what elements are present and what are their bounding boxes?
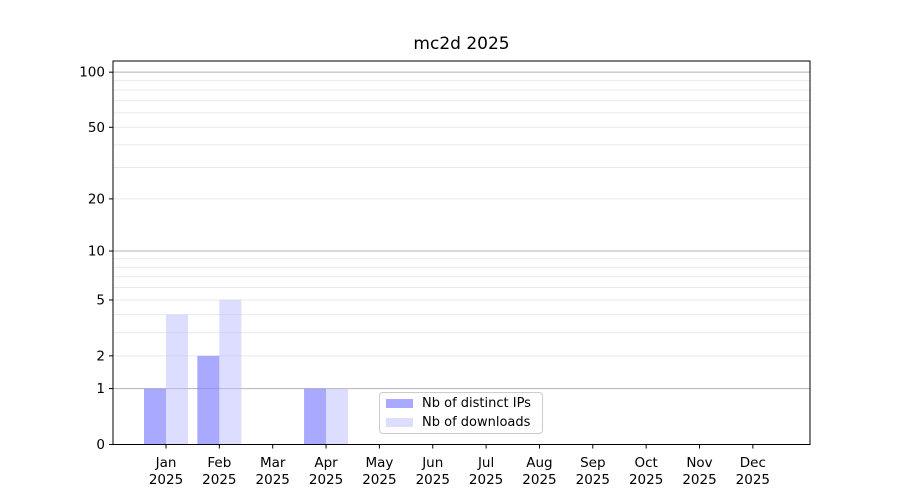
- plot-border: [112, 60, 811, 445]
- bar-series1-apr: [326, 388, 349, 445]
- x-tick-label-year: 2025: [362, 472, 396, 488]
- x-tick-label-month: Jan: [155, 455, 177, 471]
- x-tick-label-month: May: [365, 455, 393, 471]
- x-tick-label-year: 2025: [256, 472, 290, 488]
- x-tick-label-month: Dec: [740, 455, 766, 471]
- legend-item-distinct-ips: Nb of distinct IPs: [386, 396, 542, 412]
- x-tick-label-month: Sep: [580, 455, 605, 471]
- bar-series1-jan: [166, 314, 188, 445]
- chart-title: mc2d 2025: [413, 34, 510, 54]
- legend-item-downloads: Nb of downloads: [386, 415, 542, 431]
- x-tick-label-month: Jun: [421, 455, 443, 471]
- legend-label-downloads: Nb of downloads: [422, 414, 531, 430]
- y-tick-label: 1: [96, 381, 105, 397]
- legend-swatch-downloads: [386, 417, 413, 427]
- x-tick-label-year: 2025: [682, 472, 716, 488]
- x-tick-label-year: 2025: [522, 472, 556, 488]
- bar-series0-feb: [197, 355, 220, 445]
- bar-series1-feb: [219, 299, 242, 445]
- bar-series0-jan: [144, 388, 166, 445]
- chart-legend: Nb of distinct IPs Nb of downloads: [379, 392, 543, 434]
- x-tick-label-year: 2025: [629, 472, 663, 488]
- y-tick-label: 2: [96, 348, 105, 364]
- x-tick-label-year: 2025: [416, 472, 450, 488]
- grid-layer: [113, 71, 810, 390]
- legend-label-distinct-ips: Nb of distinct IPs: [422, 395, 531, 411]
- y-tick-label: 100: [79, 65, 105, 81]
- y-tick-label: 10: [88, 244, 105, 260]
- x-tick-label-month: Nov: [686, 455, 712, 471]
- axes-layer: 0125102050100Jan2025Feb2025Mar2025Apr202…: [79, 60, 811, 488]
- x-tick-label-month: Mar: [260, 455, 286, 471]
- y-tick-label: 0: [96, 437, 105, 453]
- x-tick-label-year: 2025: [149, 472, 183, 488]
- x-tick-label-year: 2025: [576, 472, 610, 488]
- x-tick-label-month: Jul: [477, 455, 494, 471]
- x-tick-label-year: 2025: [469, 472, 503, 488]
- y-tick-label: 20: [88, 191, 105, 207]
- y-tick-label: 50: [88, 120, 105, 136]
- x-tick-label-month: Apr: [314, 455, 338, 471]
- legend-swatch-distinct-ips: [386, 399, 413, 409]
- bar-series0-apr: [304, 388, 327, 445]
- x-tick-label-year: 2025: [202, 472, 236, 488]
- x-tick-label-year: 2025: [309, 472, 343, 488]
- y-tick-label: 5: [96, 292, 105, 308]
- bars-layer: [144, 299, 349, 445]
- x-tick-label-year: 2025: [736, 472, 770, 488]
- x-tick-label-month: Feb: [207, 455, 231, 471]
- x-tick-label-month: Aug: [526, 455, 552, 471]
- x-tick-label-month: Oct: [634, 455, 657, 471]
